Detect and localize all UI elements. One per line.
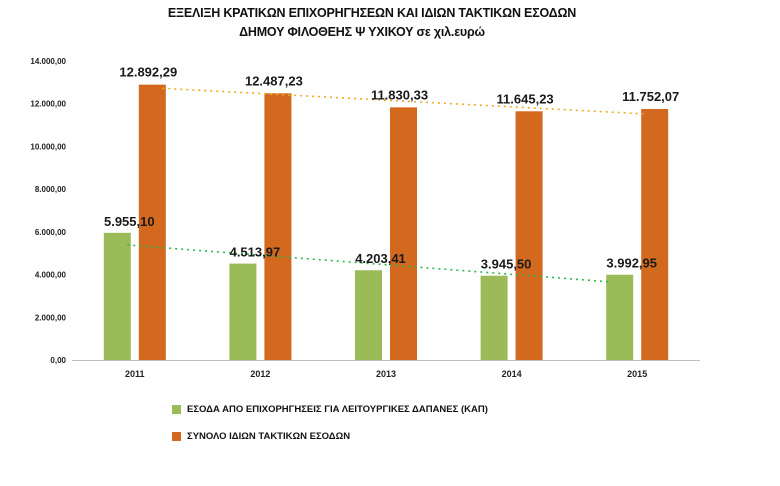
y-tick-label: 12.000,00 (30, 100, 66, 109)
bar-series-1-2013 (355, 270, 382, 360)
y-tick-label: 14.000,00 (30, 57, 66, 66)
bar-series-2-2013 (390, 107, 417, 360)
data-label-series-2-2014: 11.645,23 (497, 91, 554, 106)
data-label-series-1-2014: 3.945,50 (481, 257, 532, 272)
bar-series-2-2014 (515, 111, 543, 360)
y-tick-label: 10.000,00 (30, 142, 66, 151)
data-label-series-1-2015: 3.992,95 (606, 256, 657, 271)
bar-series-2-2015 (641, 109, 669, 360)
data-label-series-2-2013: 11.830,33 (371, 87, 428, 102)
legend-item-own-revenue: ΣΥΝΟΛΟ ΙΔΙΩΝ ΤΑΚΤΙΚΩΝ ΕΣΟΔΩΝ (172, 431, 350, 442)
chart-title-line1: ΕΞΕΛΙΞΗ ΚΡΑΤΙΚΩΝ ΕΠΙΧΟΡΗΓΗΣΕΩΝ ΚΑΙ ΙΔΙΩΝ… (167, 6, 577, 20)
y-tick-label: 4.000,00 (35, 271, 67, 280)
legend-item-grants: ΕΣΟΔΑ ΑΠΟ ΕΠΙΧΟΡΗΓΗΣΕΙΣ ΓΙΑ ΛΕΙΤΟΥΡΓΙΚΕΣ… (172, 404, 488, 415)
data-label-series-2-2015: 11.752,07 (622, 89, 679, 104)
bar-series-1-2011 (103, 232, 131, 360)
legend-swatch-grants (172, 405, 181, 414)
y-tick-label: 8.000,00 (35, 185, 67, 194)
x-tick-label: 2013 (376, 369, 396, 379)
bar-series-1-2014 (480, 275, 508, 360)
data-label-series-1-2011: 5.955,10 (104, 214, 155, 229)
data-label-series-2-2011: 12.892,29 (119, 65, 177, 80)
bar-series-1-2012 (229, 263, 257, 360)
legend-label-grants: ΕΣΟΔΑ ΑΠΟ ΕΠΙΧΟΡΗΓΗΣΕΙΣ ΓΙΑ ΛΕΙΤΟΥΡΓΙΚΕΣ… (187, 404, 488, 415)
y-tick-label: 0,00 (50, 356, 66, 365)
bar-series-2-2012 (264, 93, 292, 361)
y-tick-label: 6.000,00 (35, 228, 67, 237)
x-tick-label: 2011 (125, 369, 145, 379)
trendline-series-2 (162, 87, 645, 115)
data-label-series-1-2013: 4.203,41 (355, 251, 406, 266)
data-label-series-2-2012: 12.487,23 (245, 73, 303, 88)
bar-series-1-2015 (606, 274, 634, 360)
data-label-series-1-2012: 4.513,97 (230, 245, 281, 260)
x-tick-label: 2014 (502, 369, 522, 379)
chart-title-line2: ΔΗΜΟΥ ΦΙΛΟΘΕΗΣ Ψ ΥΧΙΚΟΥ σε χιλ.ευρώ (239, 25, 485, 39)
x-tick-label: 2012 (250, 369, 270, 379)
legend-swatch-own-revenue (172, 432, 181, 441)
x-tick-label: 2015 (627, 369, 647, 379)
trendline-series-1 (127, 244, 610, 283)
bar-series-2-2011 (138, 84, 166, 360)
legend-label-own-revenue: ΣΥΝΟΛΟ ΙΔΙΩΝ ΤΑΚΤΙΚΩΝ ΕΣΟΔΩΝ (187, 431, 351, 442)
y-tick-label: 2.000,00 (35, 313, 67, 322)
